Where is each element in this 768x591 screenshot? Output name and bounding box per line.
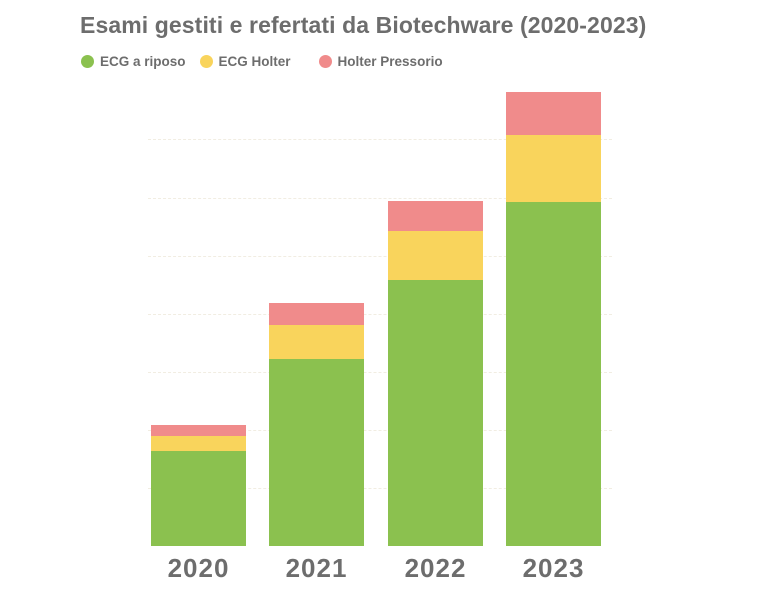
- legend-item-ecg-a-riposo[interactable]: ECG a riposo: [81, 54, 186, 69]
- gridline: [148, 198, 612, 199]
- plot-area: [148, 80, 612, 546]
- gridline: [148, 488, 612, 489]
- legend-dot-icon: [318, 55, 332, 68]
- x-tick-label: 2022: [404, 553, 467, 583]
- legend-dot-icon: [199, 55, 213, 68]
- gridline: [148, 256, 612, 257]
- gridline: [148, 139, 612, 140]
- x-axis-labels: 2020 2021 2022 2023: [0, 553, 768, 587]
- legend-label: Holter Pressorio: [337, 54, 443, 69]
- x-tick-label: 2021: [285, 553, 348, 583]
- legend-item-ecg-holter[interactable]: ECG Holter: [199, 54, 291, 69]
- legend-label: ECG Holter: [218, 54, 291, 69]
- bar-2022[interactable]: [388, 201, 483, 546]
- gridline: [148, 430, 612, 431]
- gridline: [148, 372, 612, 373]
- legend-item-holter-pressorio[interactable]: Holter Pressorio: [318, 54, 443, 69]
- bar-segment[interactable]: [506, 92, 601, 135]
- gridline: [148, 314, 612, 315]
- bar-segment[interactable]: [388, 280, 483, 546]
- bar-segment[interactable]: [151, 451, 246, 546]
- legend: ECG a riposo ECG Holter Holter Pressorio: [81, 54, 457, 69]
- bar-segment[interactable]: [269, 359, 364, 546]
- bar-segment[interactable]: [388, 231, 483, 280]
- bar-segment[interactable]: [388, 201, 483, 231]
- bar-2020[interactable]: [151, 425, 246, 546]
- bar-segment[interactable]: [269, 303, 364, 325]
- legend-dot-icon: [81, 55, 94, 68]
- bar-segment[interactable]: [506, 202, 601, 546]
- bar-2023[interactable]: [506, 92, 601, 546]
- bar-2021[interactable]: [269, 303, 364, 546]
- bar-segment[interactable]: [506, 135, 601, 202]
- bar-segment[interactable]: [151, 425, 246, 436]
- bar-segment[interactable]: [269, 325, 364, 359]
- x-tick-label: 2020: [167, 553, 230, 583]
- legend-label: ECG a riposo: [100, 54, 186, 69]
- chart-title: Esami gestiti e refertati da Biotechware…: [80, 12, 647, 38]
- bar-segment[interactable]: [151, 436, 246, 451]
- x-tick-label: 2023: [522, 553, 585, 583]
